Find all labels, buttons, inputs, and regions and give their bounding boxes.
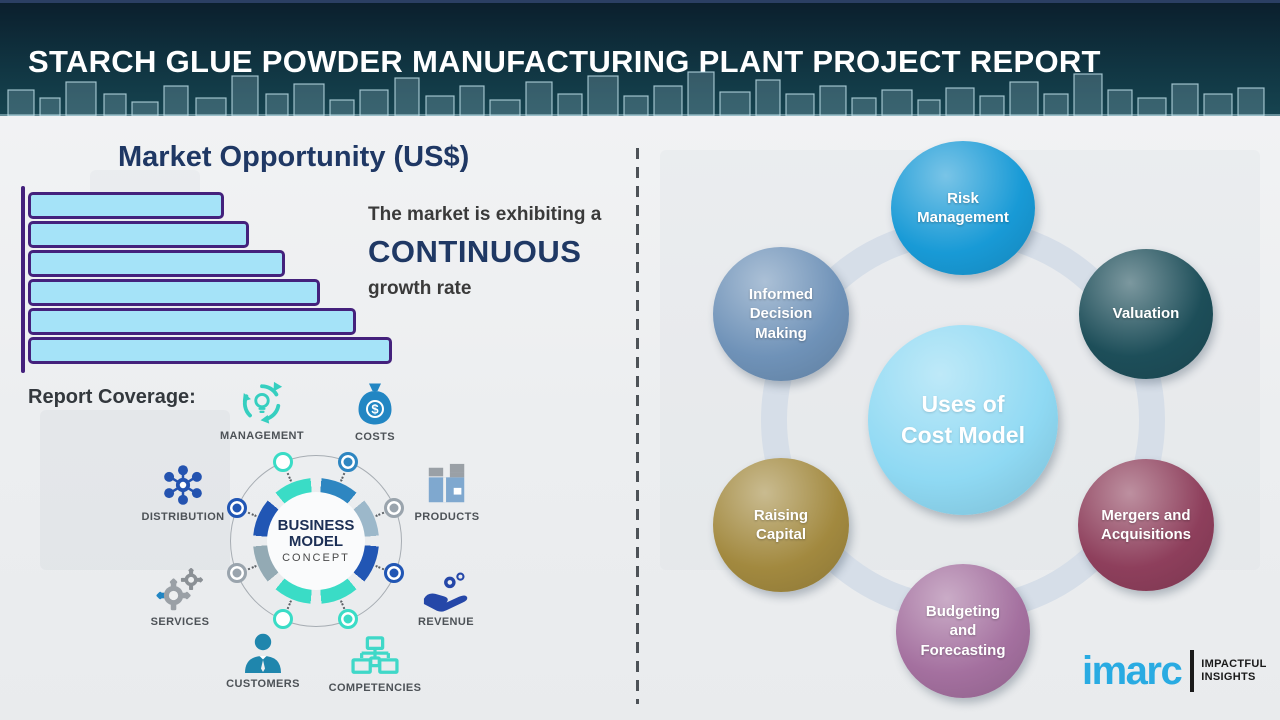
circle-label: Raising Capital: [753, 506, 809, 544]
node-dot: [338, 609, 358, 629]
imarc-logo-tagline: IMPACTFUL INSIGHTS: [1201, 658, 1266, 683]
node-dot: [273, 609, 293, 629]
bar-chart: [28, 192, 392, 366]
coverage-label: PRODUCTS: [414, 511, 480, 523]
coverage-item-costs: $ COSTS: [313, 381, 437, 443]
coverage-label: CUSTOMERS: [226, 678, 300, 690]
circle-risk-management: Risk Management: [891, 141, 1035, 275]
circle-label: Risk Management: [917, 189, 1009, 227]
page-title: STARCH GLUE POWDER MANUFACTURING PLANT P…: [28, 44, 1101, 79]
circle-label: Mergers and Acquisitions: [1100, 506, 1191, 544]
header-top-line: [0, 0, 1280, 3]
business-model-title: BUSINESS MODEL: [277, 517, 355, 550]
node-dot: [227, 498, 247, 518]
management-cycle-icon: [242, 381, 283, 424]
cost-model-center-circle: Uses of Cost Model: [868, 325, 1058, 515]
gears-icon: [156, 568, 204, 611]
dashed-divider: [636, 148, 639, 704]
svg-text:$: $: [371, 402, 379, 417]
node-dot: [384, 498, 404, 518]
bar: [28, 221, 249, 248]
coverage-label: SERVICES: [150, 616, 210, 628]
coverage-label: REVENUE: [418, 616, 474, 628]
circle-budgeting-forecasting: Budgeting and Forecasting: [896, 564, 1030, 698]
imarc-logo: imarc IMPACTFUL INSIGHTS: [1082, 650, 1267, 692]
hub-network-icon: [164, 465, 202, 505]
coverage-item-competencies: COMPETENCIES: [313, 636, 437, 694]
growth-text-line2: CONTINUOUS: [368, 234, 582, 269]
circle-informed-decision-making: Informed Decision Making: [713, 247, 849, 381]
cost-model-center-label: Uses of Cost Model: [901, 390, 1025, 448]
imarc-logo-divider: [1190, 650, 1195, 692]
business-model-outer-circle: [230, 455, 402, 627]
bar: [28, 250, 285, 277]
org-chart-icon: [351, 636, 399, 674]
coverage-item-customers: CUSTOMERS: [201, 632, 325, 690]
circle-valuation: Valuation: [1079, 249, 1213, 379]
imarc-logo-wordmark: imarc: [1082, 649, 1183, 693]
node-dot: [384, 563, 404, 583]
bar: [28, 337, 392, 364]
hand-coins-icon: [423, 572, 468, 612]
circle-mergers-acquisitions: Mergers and Acquisitions: [1078, 459, 1214, 591]
node-dot: [338, 452, 358, 472]
imarc-tagline-line2: INSIGHTS: [1201, 671, 1256, 683]
report-coverage-label: Report Coverage:: [28, 386, 196, 408]
growth-annotation: The market is exhibiting a CONTINUOUS gr…: [368, 204, 638, 300]
coverage-label: MANAGEMENT: [219, 430, 305, 442]
business-model-center: BUSINESS MODEL CONCEPT: [267, 492, 365, 590]
city-skyline: [0, 71, 1280, 116]
bar: [28, 308, 356, 335]
imarc-tagline-line1: IMPACTFUL: [1201, 658, 1267, 671]
bar: [28, 279, 320, 306]
growth-text-line3: growth rate: [368, 278, 472, 299]
coverage-item-revenue: REVENUE: [384, 572, 508, 628]
bar: [28, 192, 224, 219]
coverage-item-management: MANAGEMENT: [200, 380, 324, 442]
product-box-icon: [428, 463, 465, 503]
coverage-label: DISTRIBUTION: [141, 511, 225, 523]
coverage-label: COSTS: [355, 431, 395, 443]
header-banner: STARCH GLUE POWDER MANUFACTURING PLANT P…: [0, 0, 1280, 116]
node-dot: [273, 452, 293, 472]
circle-label: Informed Decision Making: [748, 285, 814, 342]
circle-label: Valuation: [1112, 305, 1180, 323]
coverage-item-distribution: DISTRIBUTION: [121, 463, 245, 523]
circle-label: Budgeting and Forecasting: [920, 602, 1006, 659]
bar-chart-axis: [21, 186, 25, 373]
business-model-segment-ring: BUSINESS MODEL CONCEPT: [253, 478, 379, 604]
money-bag-icon: $: [358, 383, 392, 425]
person-icon: [245, 633, 281, 673]
node-dot: [227, 563, 247, 583]
coverage-label: COMPETENCIES: [328, 682, 422, 694]
coverage-item-products: PRODUCTS: [385, 463, 509, 523]
business-model-subtitle: CONCEPT: [282, 551, 350, 564]
coverage-item-services: SERVICES: [118, 568, 242, 628]
circle-raising-capital: Raising Capital: [713, 458, 849, 592]
growth-text-line1: The market is exhibiting a: [368, 204, 602, 225]
market-opportunity-title: Market Opportunity (US$): [118, 141, 470, 173]
